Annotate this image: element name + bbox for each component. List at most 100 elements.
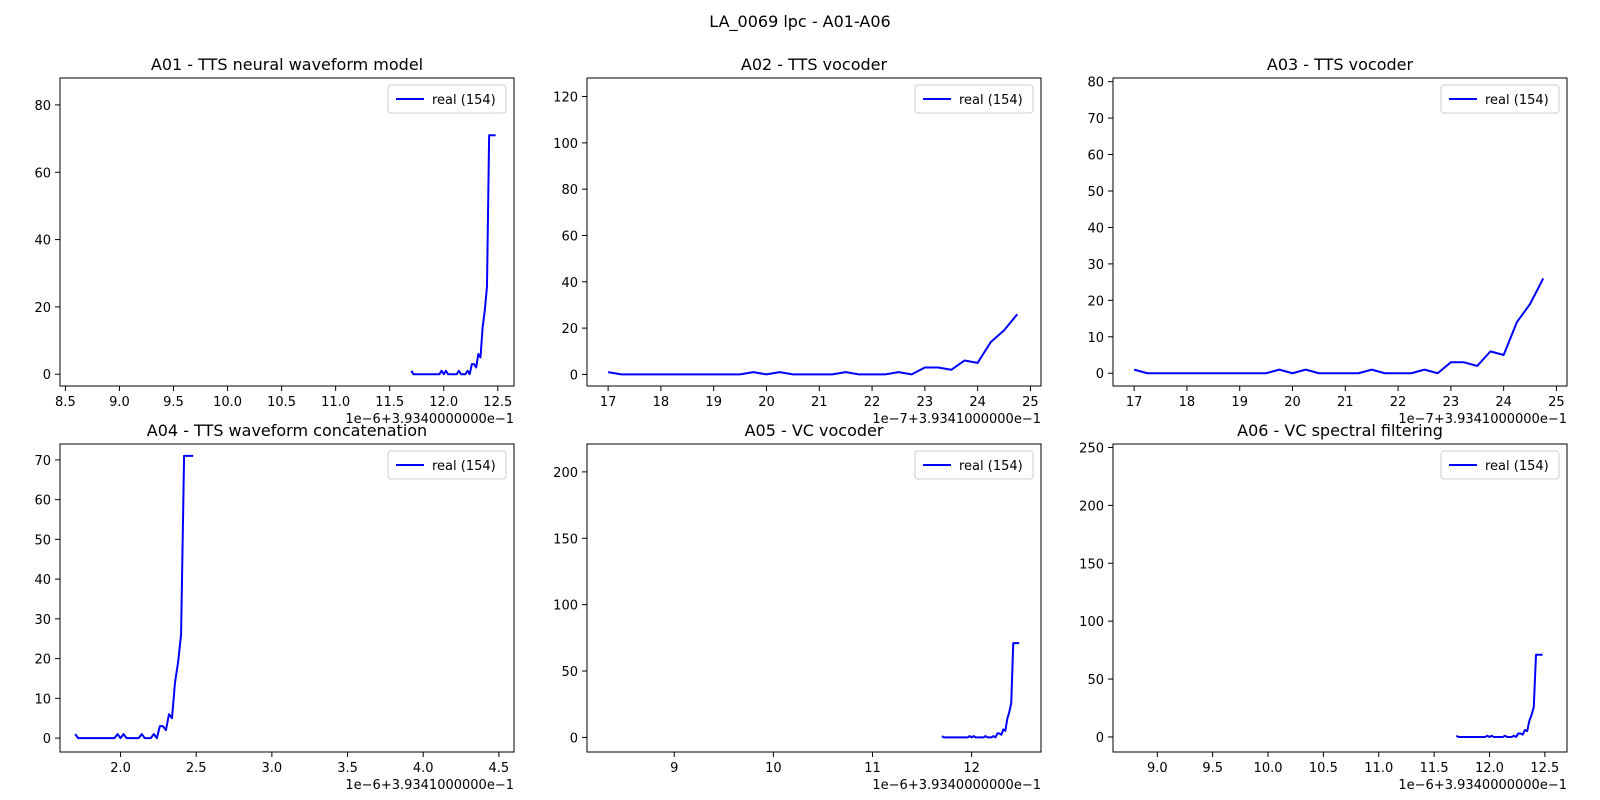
axes-frame: [586, 443, 1042, 753]
legend-box: [914, 84, 1034, 114]
legend-label: real (154): [959, 459, 1023, 474]
x-tick-label: 19: [705, 395, 722, 410]
x-offset-label: 1e−7+3.9341000000e−1: [872, 412, 1041, 427]
series-line: [410, 134, 496, 376]
y-tick-label: 40: [34, 234, 51, 249]
x-tick-label: 23: [917, 395, 934, 410]
legend-label: real (154): [959, 93, 1023, 108]
y-tick-label: 250: [1079, 441, 1104, 456]
x-tick-label: 11.0: [321, 395, 350, 410]
y-tick-label: 10: [34, 692, 51, 707]
x-tick-label: 9.0: [1147, 761, 1168, 776]
axes-frame: [59, 77, 515, 387]
x-tick-label: 10.0: [213, 395, 242, 410]
legend-label: real (154): [1485, 459, 1549, 474]
x-tick-label: 12.5: [483, 395, 512, 410]
legend: real (154): [1440, 84, 1560, 114]
x-tick-label: 4.5: [489, 761, 510, 776]
x-offset-label: 1e−7+3.9341000000e−1: [1398, 412, 1567, 427]
subplot-5: A05 - VC vocoder 9 10 11 12 0 50 100 150 200 1e−6+…: [553, 421, 1042, 793]
y-tick-label: 10: [1087, 331, 1104, 346]
y-tick-label: 80: [561, 183, 578, 198]
x-tick-label: 9.5: [1202, 761, 1223, 776]
x-tick-label: 17: [600, 395, 617, 410]
x-tick-label: 18: [653, 395, 670, 410]
y-tick-label: 100: [553, 599, 578, 614]
legend: real (154): [914, 84, 1034, 114]
y-tick-label: 60: [561, 229, 578, 244]
subplot-3: A03 - TTS vocoder 17 18 19 20 21 22 23 24 25 0 10 20…: [1087, 55, 1568, 427]
y-tick-label: 0: [1096, 367, 1104, 382]
x-tick-label: 17: [1126, 395, 1143, 410]
legend-box: [914, 450, 1034, 480]
legend-label: real (154): [432, 459, 496, 474]
legend-box: [1440, 84, 1560, 114]
y-tick-label: 0: [43, 732, 51, 747]
x-tick-label: 9: [670, 761, 678, 776]
figure-suptitle: LA_0069 lpc - A01-A06: [709, 12, 891, 31]
y-tick-label: 50: [561, 665, 578, 680]
x-tick-label: 4.0: [413, 761, 434, 776]
y-tick-label: 50: [1087, 185, 1104, 200]
y-tick-label: 200: [1079, 499, 1104, 514]
legend: real (154): [387, 84, 507, 114]
y-tick-label: 20: [34, 301, 51, 316]
x-tick-label: 2.0: [110, 761, 131, 776]
x-tick-label: 11.5: [375, 395, 404, 410]
axes-frame: [586, 77, 1042, 387]
y-tick-label: 70: [1087, 112, 1104, 127]
series-line: [1133, 278, 1545, 375]
x-tick-label: 9.5: [163, 395, 184, 410]
y-tick-label: 40: [561, 276, 578, 291]
y-tick-label: 30: [34, 613, 51, 628]
y-tick-label: 100: [553, 137, 578, 152]
axes-frame: [59, 443, 515, 753]
x-tick-label: 10: [765, 761, 782, 776]
legend: real (154): [1440, 450, 1560, 480]
x-tick-label: 12.0: [429, 395, 458, 410]
x-tick-label: 21: [811, 395, 828, 410]
x-offset-label: 1e−6+3.9340000000e−1: [345, 412, 514, 427]
x-tick-label: 2.5: [186, 761, 207, 776]
series-line: [1455, 653, 1543, 738]
x-tick-label: 19: [1231, 395, 1248, 410]
y-tick-label: 40: [34, 573, 51, 588]
series-line: [607, 313, 1019, 376]
y-tick-label: 0: [1096, 731, 1104, 746]
subplot-title: A01 - TTS neural waveform model: [151, 55, 423, 74]
x-tick-label: 22: [864, 395, 881, 410]
legend-box: [387, 84, 507, 114]
y-tick-label: 60: [34, 494, 51, 509]
x-tick-label: 3.5: [337, 761, 358, 776]
y-tick-label: 150: [553, 532, 578, 547]
y-tick-label: 20: [1087, 294, 1104, 309]
x-tick-label: 24: [1495, 395, 1512, 410]
y-tick-label: 80: [1087, 76, 1104, 91]
x-tick-label: 22: [1390, 395, 1407, 410]
subplot-6: A06 - VC spectral filtering 9.0 9.5 10.0 10.…: [1079, 421, 1568, 793]
x-tick-label: 20: [758, 395, 775, 410]
x-tick-label: 12.5: [1530, 761, 1559, 776]
subplot-grid: A01 - TTS neural waveform model 8.5 9.0 9.5…: [34, 55, 1568, 793]
y-tick-label: 40: [1087, 221, 1104, 236]
legend: real (154): [914, 450, 1034, 480]
subplot-4: A04 - TTS waveform concatenation 2.0 2.5 3.…: [34, 421, 515, 793]
legend: real (154): [387, 450, 507, 480]
y-tick-label: 60: [1087, 149, 1104, 164]
x-tick-label: 21: [1337, 395, 1354, 410]
x-tick-label: 3.0: [262, 761, 283, 776]
legend-label: real (154): [432, 93, 496, 108]
subplot-title: A03 - TTS vocoder: [1267, 55, 1414, 74]
x-tick-label: 25: [1022, 395, 1039, 410]
x-tick-label: 11.0: [1364, 761, 1393, 776]
x-tick-label: 20: [1284, 395, 1301, 410]
y-tick-label: 30: [1087, 258, 1104, 273]
y-tick-label: 20: [561, 322, 578, 337]
series-line: [941, 642, 1020, 739]
y-tick-label: 150: [1079, 557, 1104, 572]
x-offset-label: 1e−6+3.9340000000e−1: [872, 778, 1041, 793]
subplot-title: A05 - VC vocoder: [745, 421, 884, 440]
y-tick-label: 0: [43, 368, 51, 383]
legend-label: real (154): [1485, 93, 1549, 108]
